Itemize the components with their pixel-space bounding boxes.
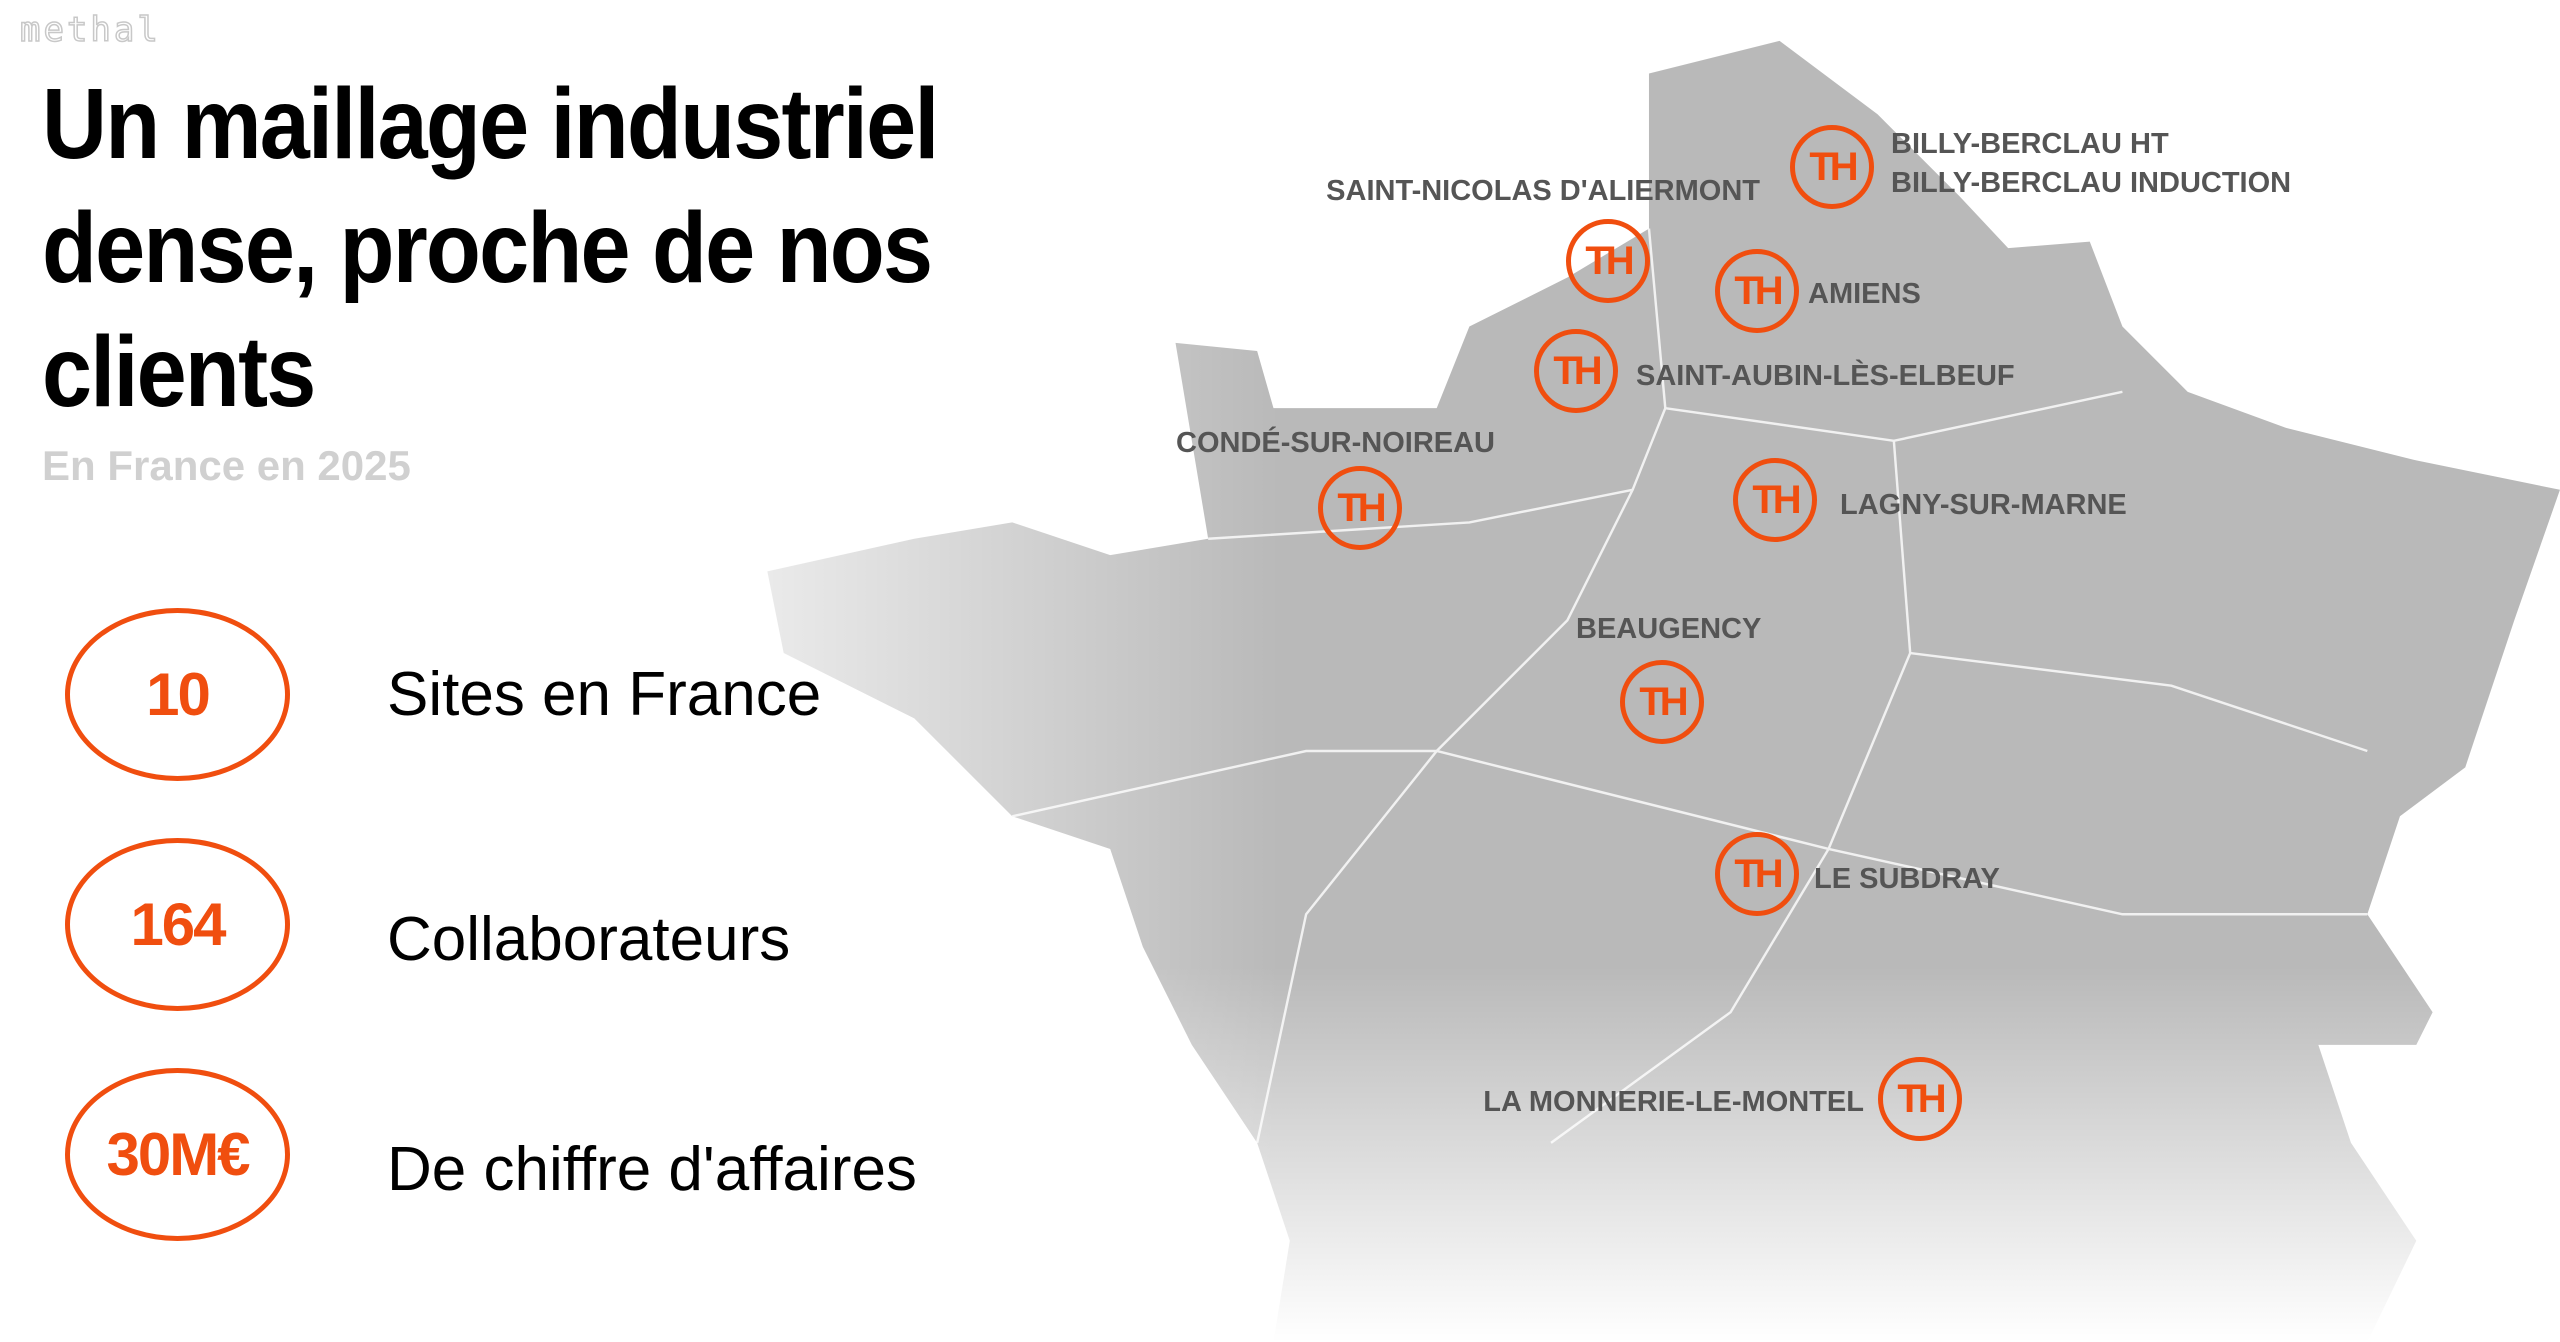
- site-marker-le-subdray[interactable]: TH: [1715, 832, 1799, 916]
- site-label-lagny: LAGNY-SUR-MARNE: [1840, 489, 2127, 521]
- site-marker-la-monnerie[interactable]: TH: [1878, 1057, 1962, 1141]
- stat-sites: 10 Sites en France: [65, 608, 1065, 781]
- stat-label: De chiffre d'affaires: [387, 1135, 917, 1204]
- site-label-amiens: AMIENS: [1808, 278, 1921, 310]
- site-marker-beaugency[interactable]: TH: [1620, 660, 1704, 744]
- site-label-billy-induction: BILLY-BERCLAU INDUCTION: [1891, 167, 2292, 199]
- site-label-conde: CONDÉ-SUR-NOIREAU: [1176, 427, 1495, 459]
- site-label-le-subdray: LE SUBDRAY: [1814, 863, 2000, 895]
- stat-value: 30M€: [65, 1068, 290, 1241]
- stat-employees: 164 Collaborateurs: [65, 838, 1065, 1011]
- stat-label: Sites en France: [387, 660, 822, 729]
- methal-logo: methal: [19, 9, 161, 51]
- site-marker-saint-aubin[interactable]: TH: [1534, 329, 1618, 413]
- site-marker-saint-nicolas[interactable]: TH: [1566, 219, 1650, 303]
- site-label-billy-ht: BILLY-BERCLAU HT: [1891, 128, 2169, 160]
- stat-label: Collaborateurs: [387, 905, 791, 974]
- site-label-la-monnerie: LA MONNERIE-LE-MONTEL: [1483, 1086, 1864, 1118]
- stat-revenue: 30M€ De chiffre d'affaires: [65, 1068, 1065, 1241]
- site-marker-lagny[interactable]: TH: [1733, 458, 1817, 542]
- site-label-saint-nicolas: SAINT-NICOLAS D'ALIERMONT: [1326, 175, 1760, 207]
- page-subtitle: En France en 2025: [42, 442, 411, 489]
- page-title: Un maillage industriel dense, proche de …: [42, 68, 939, 428]
- stat-value: 10: [65, 608, 290, 781]
- stat-value: 164: [65, 838, 290, 1011]
- site-marker-amiens[interactable]: TH: [1715, 249, 1799, 333]
- site-marker-billy-berclau[interactable]: TH: [1790, 125, 1874, 209]
- site-label-beaugency: BEAUGENCY: [1576, 613, 1762, 645]
- site-label-saint-aubin: SAINT-AUBIN-LÈS-ELBEUF: [1636, 360, 2015, 392]
- site-marker-conde[interactable]: TH: [1318, 466, 1402, 550]
